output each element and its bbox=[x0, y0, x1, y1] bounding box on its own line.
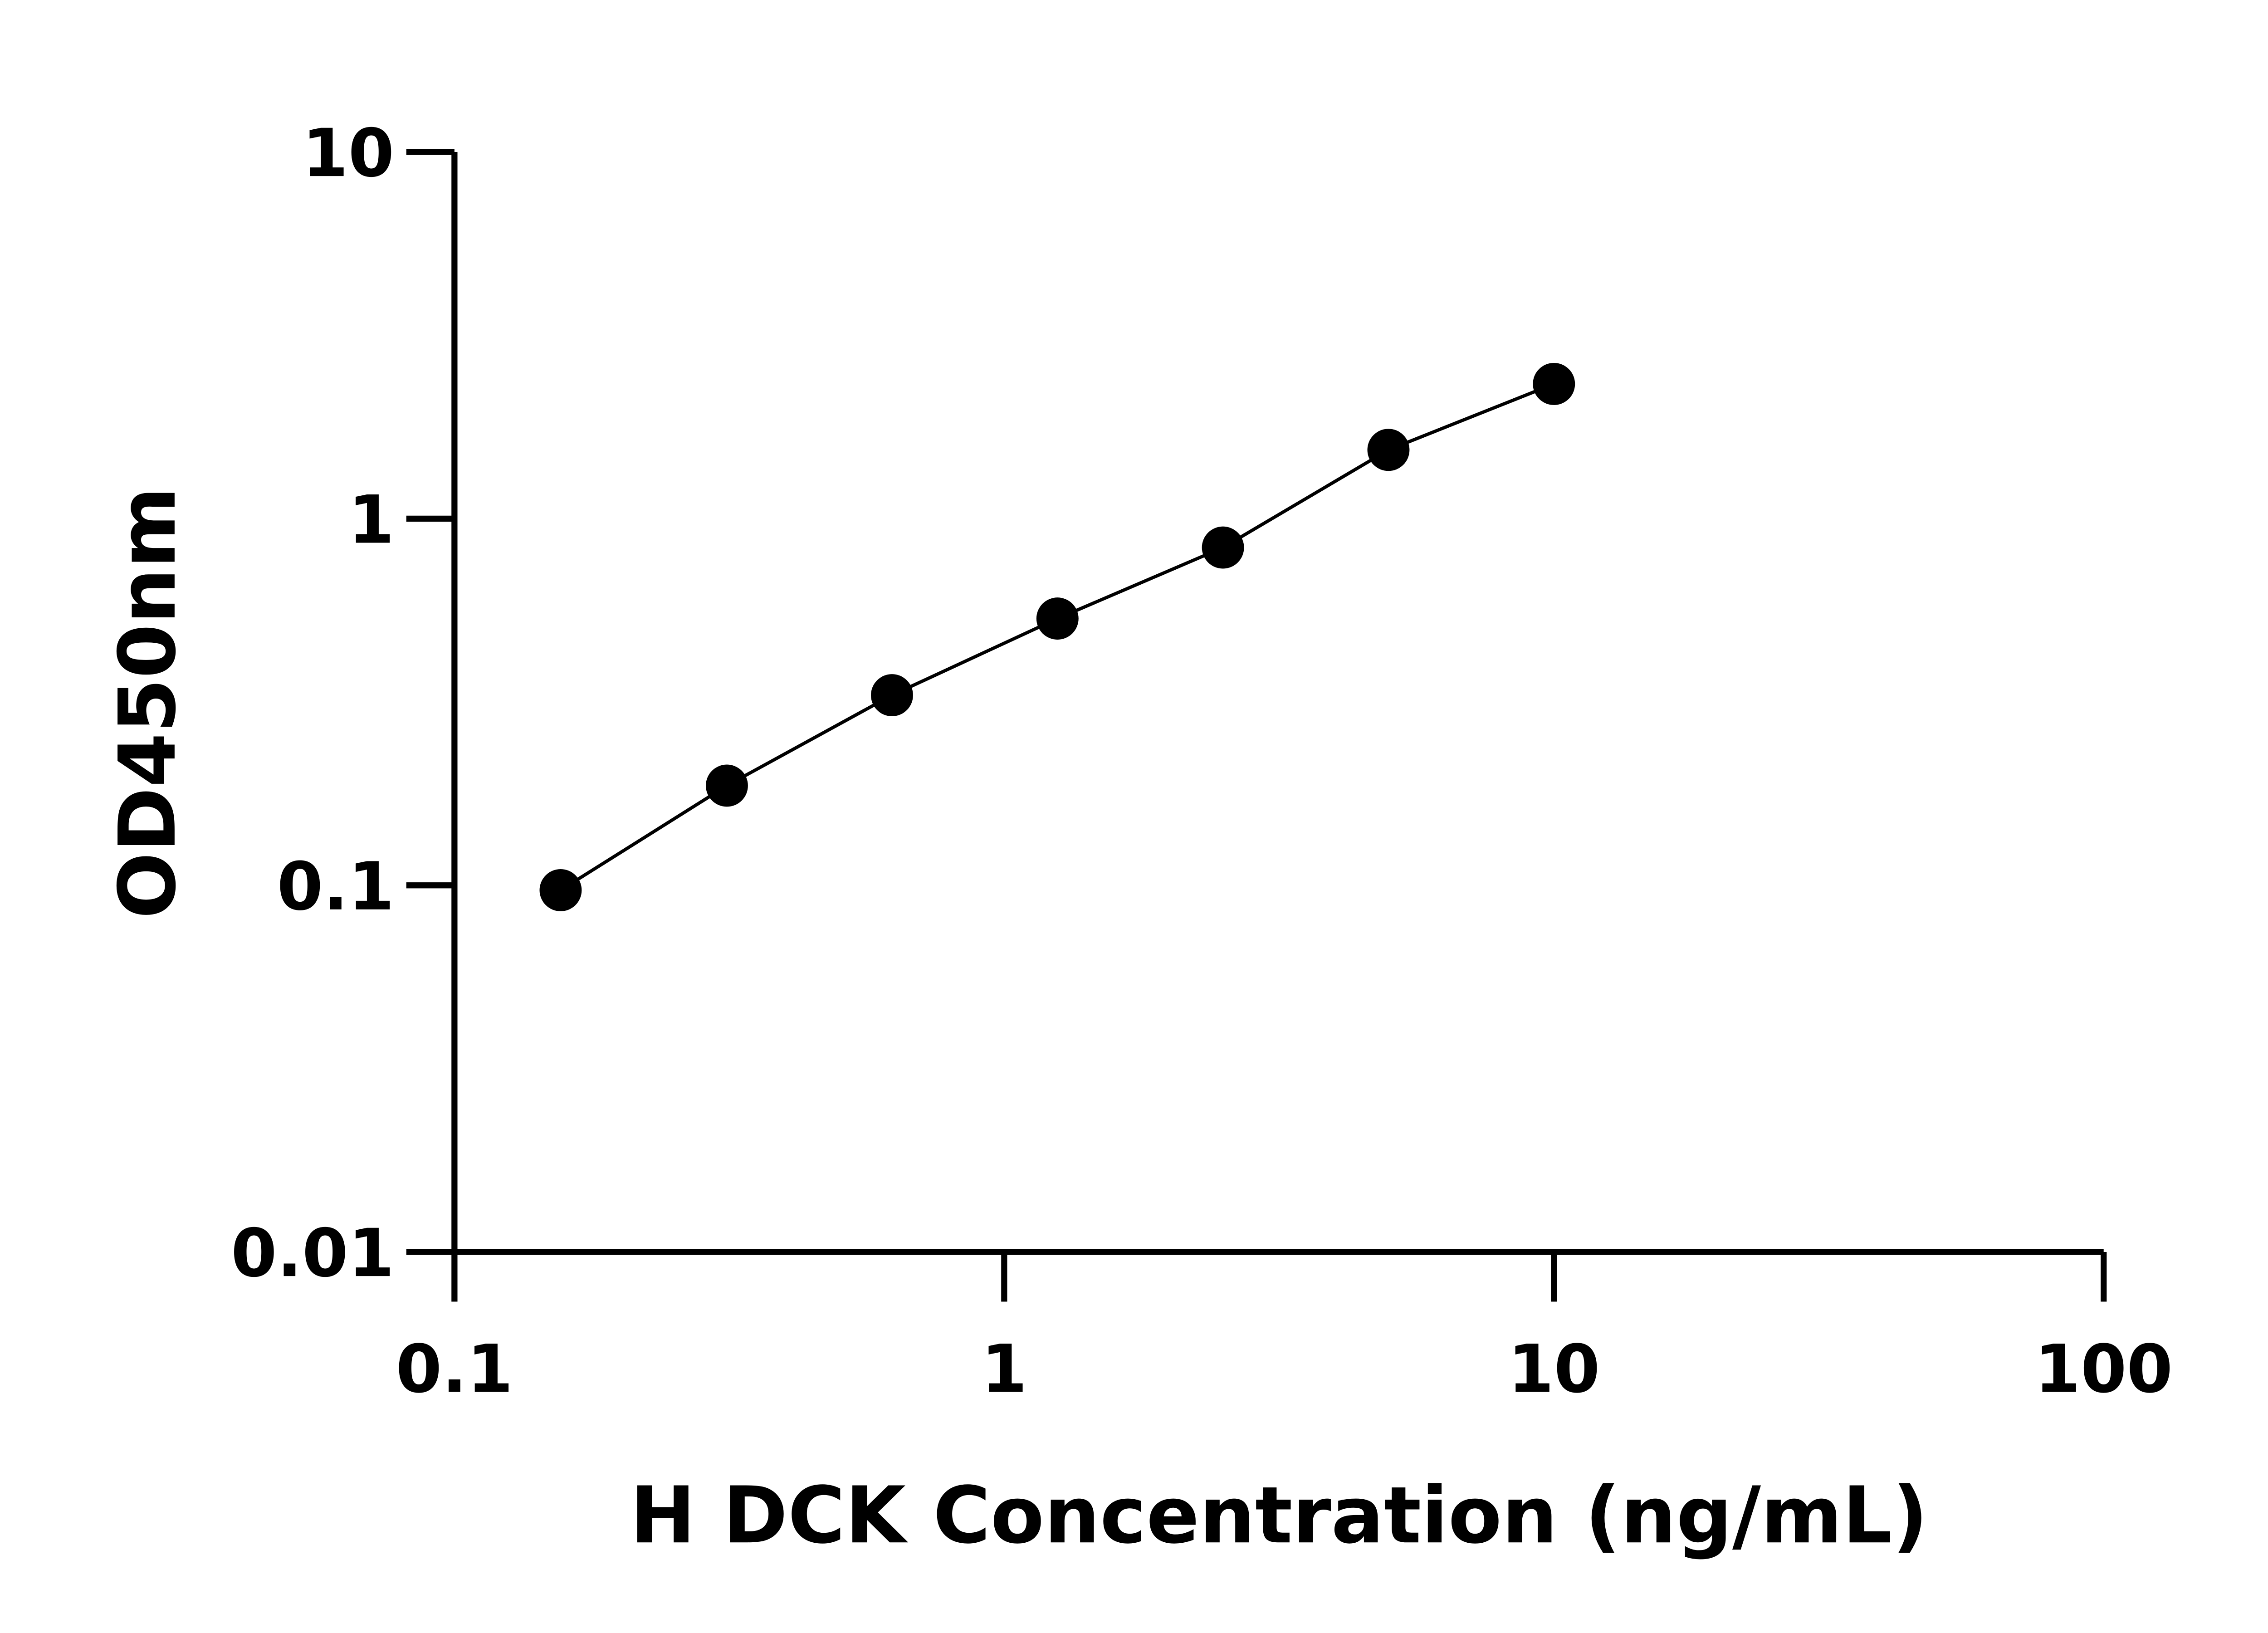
data-point bbox=[1036, 597, 1079, 640]
axes bbox=[451, 152, 2104, 1255]
data-point bbox=[706, 764, 748, 807]
x-tick-label: 1 bbox=[981, 1331, 1027, 1408]
x-axis-label: H DCK Concentration (ng/mL) bbox=[630, 1470, 1928, 1561]
data-point bbox=[1367, 429, 1410, 471]
data-points bbox=[539, 362, 1575, 911]
x-tick-label: 10 bbox=[1508, 1331, 1600, 1408]
y-tick-label: 0.1 bbox=[277, 849, 395, 925]
x-tick-label: 100 bbox=[2034, 1331, 2173, 1408]
data-point bbox=[1202, 526, 1244, 569]
y-axis-label: OD450nm bbox=[102, 487, 193, 919]
y-tick-label: 0.01 bbox=[231, 1215, 394, 1292]
data-point bbox=[871, 674, 913, 717]
data-point bbox=[539, 869, 582, 911]
y-tick-label: 10 bbox=[302, 115, 394, 192]
y-tick-label: 1 bbox=[348, 482, 395, 558]
x-tick-label: 0.1 bbox=[396, 1331, 513, 1408]
data-point bbox=[1533, 362, 1575, 405]
